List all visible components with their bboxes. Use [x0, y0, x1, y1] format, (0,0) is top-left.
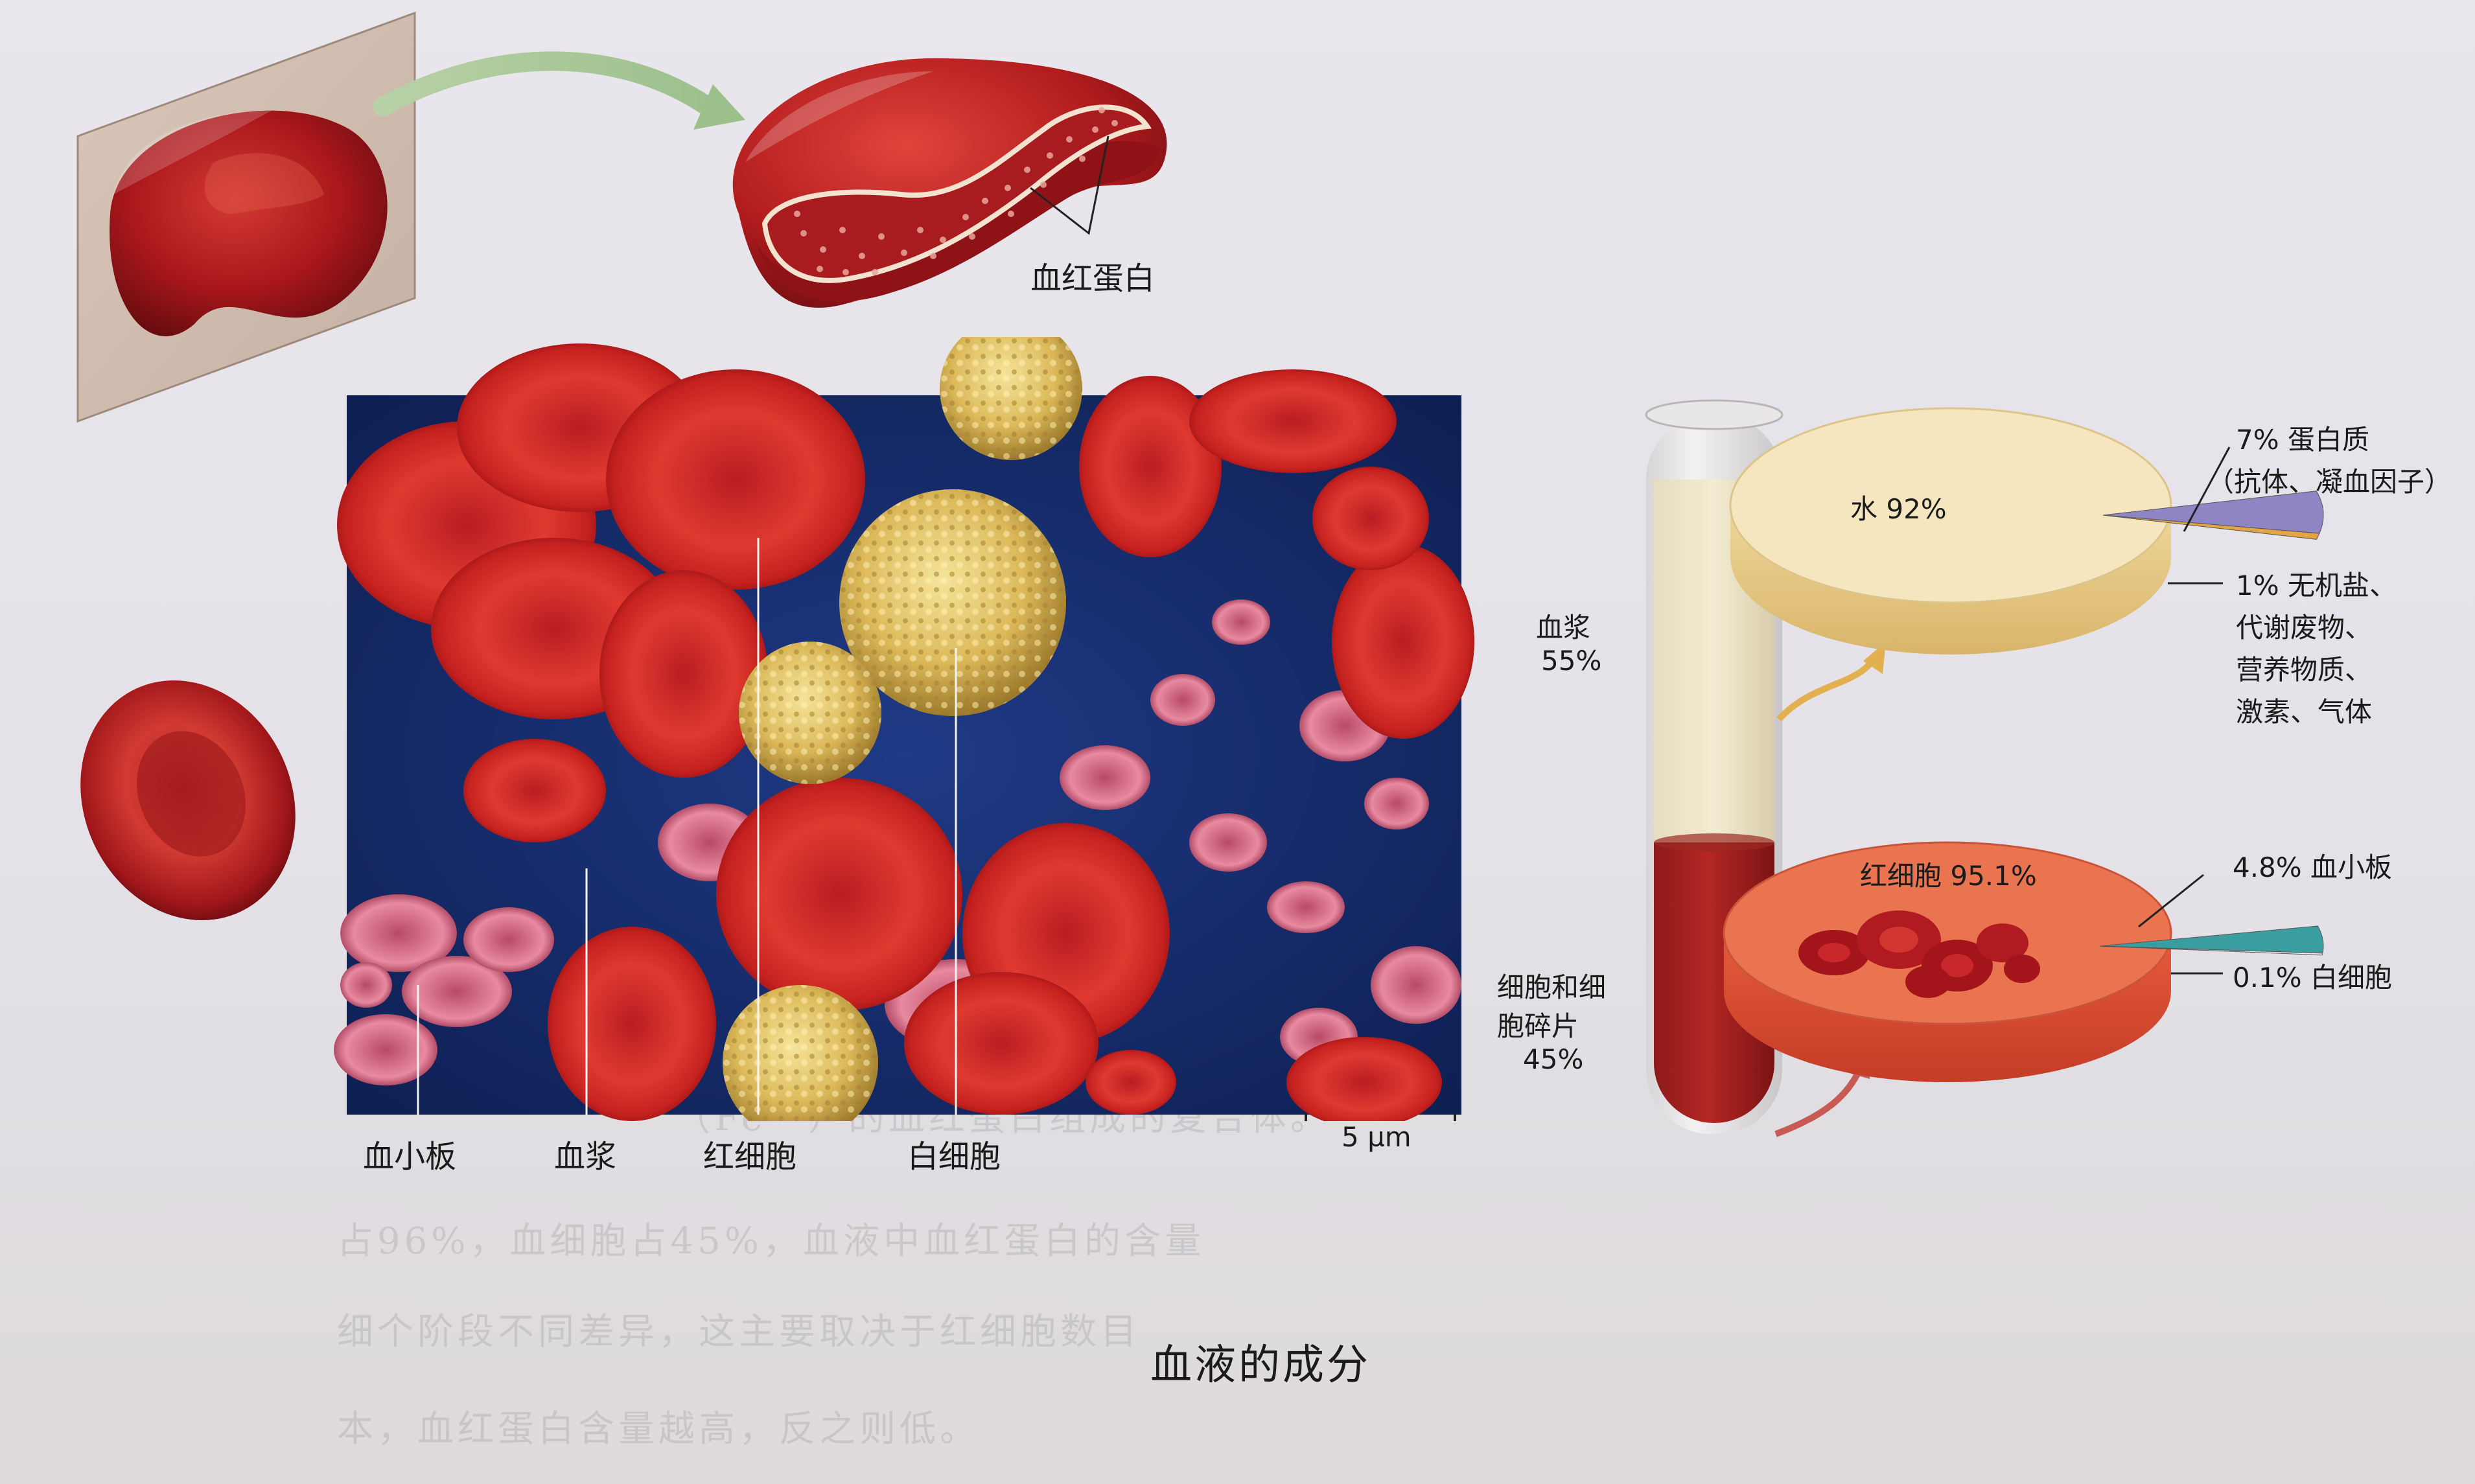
slice-label-salts-1: 1% 无机盐、	[2236, 570, 2397, 601]
bleed-text-4: 本，血红蛋白含量越高，反之则低。	[337, 1408, 980, 1450]
pie1-slices-slice-2	[2102, 515, 2320, 540]
slice-label-salts-4: 激素、气体	[2236, 696, 2373, 728]
arrow-to-plasma-pie	[1776, 653, 1879, 722]
tube-cells-label-1: 细胞和细	[1497, 971, 1607, 1003]
figure-caption: 血液的成分	[1150, 1341, 1371, 1389]
tube-plasma-percent: 55%	[1541, 645, 1602, 677]
label-red-cell: 红细胞	[703, 1139, 797, 1175]
bleed-text-3: 细个阶段不同差异，这主要取决于红细胞数目	[337, 1311, 1141, 1353]
plasma-pie-chart	[1729, 407, 2172, 655]
red-cells	[337, 343, 1474, 1121]
hemoglobin-label: 血红蛋白	[1030, 261, 1156, 297]
pie2-slices-slice-2	[2099, 945, 2323, 956]
tube-plasma-label: 血浆	[1536, 612, 1591, 643]
cells-pie-chart	[1723, 841, 2172, 1082]
plasma-pie-slices	[2102, 491, 2324, 540]
red-cell-cluster-icon	[1798, 910, 2040, 998]
slice-label-protein-2: （抗体、凝血因子）	[2207, 466, 2452, 498]
sliced-red-cell	[732, 58, 1167, 308]
label-white-cell: 白细胞	[907, 1139, 1001, 1175]
slice-label-white-cells: 0.1% 白细胞	[2233, 962, 2393, 993]
leader-protein	[2183, 446, 2231, 532]
tube-cells-label-2: 胞碎片	[1497, 1010, 1579, 1042]
slice-label-platelets: 4.8% 血小板	[2233, 852, 2393, 883]
slice-label-salts-2: 代谢废物、	[2236, 612, 2373, 643]
tube-cells-percent: 45%	[1523, 1043, 1584, 1075]
blood-micrograph	[334, 337, 1474, 1121]
blood-composition-figure	[1645, 399, 2324, 1137]
slice-label-red-cells: 红细胞 95.1%	[1860, 860, 2037, 892]
isolated-red-cell	[80, 680, 296, 920]
arrow-head	[693, 84, 745, 130]
white-cells	[723, 489, 1066, 1121]
transition-arrow	[373, 51, 723, 120]
cells-pie-slices	[2099, 925, 2324, 956]
whole-red-cell	[110, 110, 388, 336]
leader-platelet	[2138, 874, 2204, 928]
scale-bar-label: 5 µm	[1342, 1121, 1412, 1153]
slice-label-water: 水 92%	[1850, 493, 1947, 525]
arrow-to-cells-pie	[1774, 1067, 1863, 1137]
slice-label-salts-3: 营养物质、	[2236, 654, 2373, 686]
label-plasma: 血浆	[554, 1139, 617, 1175]
label-platelet: 血小板	[363, 1139, 457, 1175]
hemoglobin-pointer	[1030, 135, 1110, 235]
slice-label-protein-1: 7% 蛋白质	[2236, 424, 2369, 456]
rbc-cross-section-figure	[76, 11, 1167, 423]
pie1-slices-slice-1	[2102, 491, 2324, 534]
bleed-text-2: 占96%，血细胞占45%，血液中血红蛋白的含量	[337, 1220, 1205, 1262]
